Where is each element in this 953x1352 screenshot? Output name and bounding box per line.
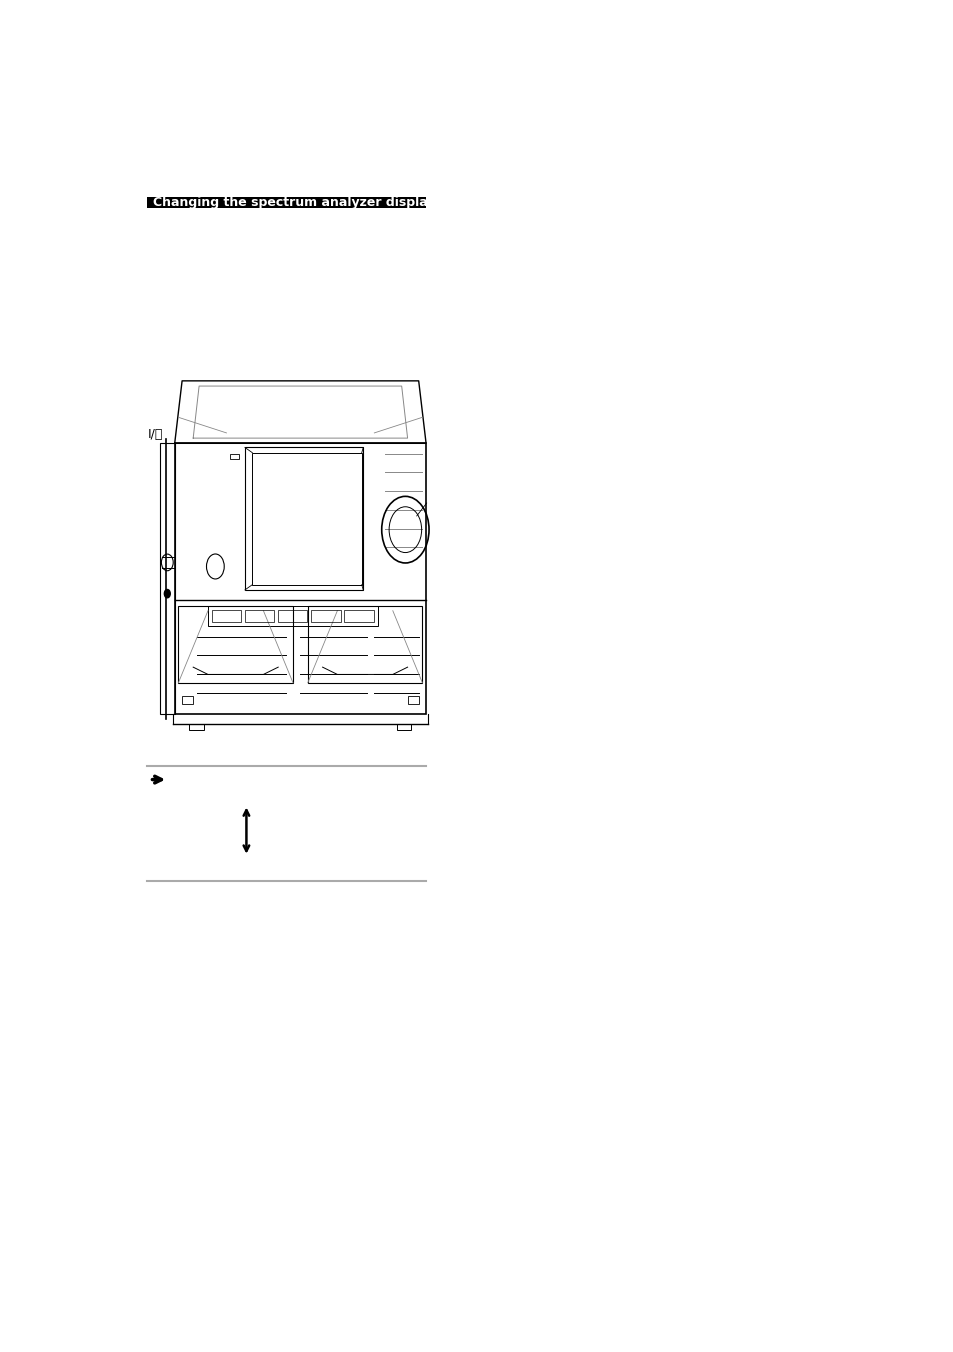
Bar <box>252 453 361 584</box>
Bar <box>178 606 293 683</box>
Bar <box>245 448 363 589</box>
Bar <box>212 610 241 622</box>
Bar <box>190 725 204 730</box>
Bar <box>230 454 239 458</box>
Bar <box>182 696 193 703</box>
Bar <box>147 196 426 208</box>
Bar <box>160 443 174 714</box>
Bar <box>396 725 411 730</box>
Bar <box>308 606 422 683</box>
Text: I/⏻: I/⏻ <box>147 429 163 442</box>
Bar <box>407 696 418 703</box>
Bar <box>344 610 374 622</box>
Bar <box>277 610 307 622</box>
Circle shape <box>164 589 170 598</box>
Bar <box>174 443 426 714</box>
Bar <box>311 610 340 622</box>
Bar <box>245 610 274 622</box>
Text: Changing the spectrum analyzer display: Changing the spectrum analyzer display <box>152 196 435 208</box>
Bar <box>208 606 377 626</box>
